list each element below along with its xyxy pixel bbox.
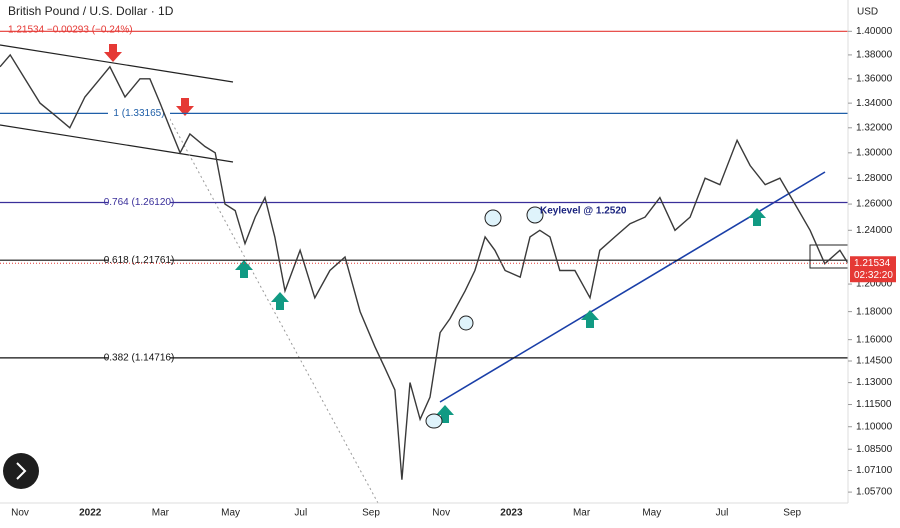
y-tick-label: 1.24000	[856, 225, 893, 236]
y-tick-label: 1.26000	[856, 199, 893, 210]
x-tick-label: 2022	[79, 508, 102, 519]
channel-lower	[0, 124, 234, 163]
y-tick-label: 1.30000	[856, 147, 893, 158]
quote: 1.21534 −0.00293 (−0.24%)	[8, 25, 133, 36]
x-tick-label: Jul	[716, 508, 729, 519]
circle	[458, 315, 474, 331]
up-arrow	[235, 260, 253, 278]
up-arrow	[436, 405, 454, 423]
y-tick-label: 1.10000	[856, 421, 893, 432]
level-label: 1 (1.33165)	[113, 108, 164, 119]
y-tick-label: 1.08500	[856, 444, 893, 455]
y-tick-label: 1.34000	[856, 98, 893, 109]
level-label-bg	[108, 350, 170, 365]
x-tick-label: May	[642, 508, 661, 519]
price-tag	[850, 256, 896, 283]
y-tick-label: 1.20000	[856, 279, 893, 290]
trendline	[439, 171, 826, 403]
y-tick-label: 1.18000	[856, 306, 893, 317]
down-arrows	[104, 44, 194, 116]
x-tick-label: Mar	[152, 508, 170, 519]
circles	[425, 206, 544, 429]
circle	[526, 206, 544, 224]
x-tick-label: Nov	[11, 508, 29, 519]
y-tick-label: 1.38000	[856, 50, 893, 61]
y-tick-label: 1.32000	[856, 122, 893, 133]
time-axis	[0, 503, 900, 523]
chart-title: British Pound / U.S. Dollar · 1D	[8, 4, 174, 18]
level-label: 0.382 (1.14716)	[104, 353, 175, 364]
x-tick-label: Sep	[783, 508, 801, 519]
y-tick-label: 1.13000	[856, 377, 893, 388]
x-tick-label: May	[221, 508, 240, 519]
drawings	[0, 44, 849, 504]
y-tick-label: 1.05700	[856, 487, 893, 498]
channel-upper	[0, 44, 234, 83]
y-tick-label: 1.28000	[856, 173, 893, 184]
price-line	[0, 53, 849, 480]
price-tag-label: 1.21534	[854, 258, 891, 269]
levels: 1 (1.33165) 0.764 (1.26120) 0.618 (1.21761…	[0, 30, 848, 365]
y-tick-label: 1.07100	[856, 465, 893, 476]
y-tick-label: 1.14500	[856, 356, 893, 367]
x-tick-label: Mar	[573, 508, 591, 519]
y-tick-label: 1.36000	[856, 73, 893, 84]
annotation: Keylevel @ 1.2520	[540, 206, 627, 217]
up-arrow	[581, 310, 599, 328]
countdown: 02:32:20	[854, 270, 893, 281]
up-arrows	[235, 208, 766, 423]
up-arrow	[271, 292, 289, 310]
y-tick-label: 1.11500	[856, 399, 892, 410]
up-arrow	[748, 208, 766, 226]
nav-icon	[16, 462, 27, 480]
currency: USD	[857, 7, 878, 18]
circle	[484, 209, 502, 227]
level-label-bg	[108, 195, 170, 210]
nav-button[interactable]	[3, 453, 39, 489]
down-arrow	[104, 44, 122, 62]
level-label-bg	[108, 106, 170, 121]
y-tick-label: 1.40000	[856, 26, 893, 37]
x-tick-label: Sep	[362, 508, 380, 519]
y-tick-label: 1.16000	[856, 334, 893, 345]
level-label: 0.618 (1.21761)	[104, 255, 175, 266]
level-label: 0.764 (1.26120)	[104, 197, 175, 208]
x-tick-label: Nov	[432, 508, 450, 519]
circle	[425, 413, 443, 429]
x-tick-label: 2023	[500, 508, 523, 519]
axes: 1.40000 1.38000 1.36000 1.34000 1.32000 1.300…	[0, 26, 896, 519]
price-line	[0, 53, 849, 480]
down-arrow	[176, 98, 194, 116]
x-tick-label: Jul	[294, 508, 307, 519]
